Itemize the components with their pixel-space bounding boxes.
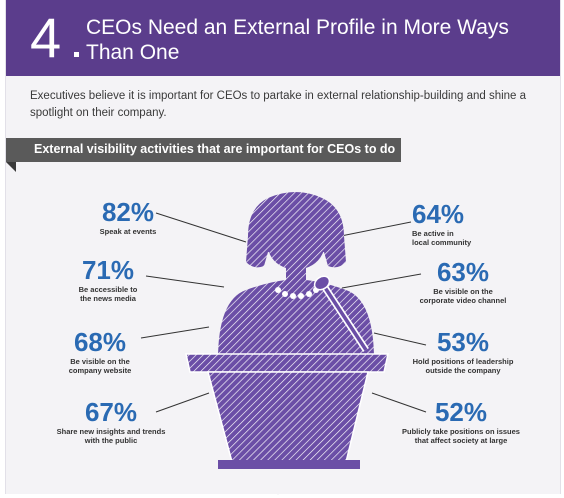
stat-local-community: 64% Be active in local community [412, 200, 502, 247]
stat-percent: 53% [436, 327, 490, 357]
section-number: 4 [30, 6, 62, 69]
connector-line [330, 221, 412, 239]
section-bar-fold [6, 162, 16, 172]
stat-percent: 67% [84, 397, 138, 427]
podium-base-shape [218, 460, 360, 469]
face-shape [268, 206, 324, 270]
stat-percent: 68% [73, 327, 127, 357]
stat-percent: 52% [434, 397, 488, 427]
podium-top-shape [185, 353, 389, 373]
body-shape [218, 280, 374, 360]
microphone-shape [313, 275, 369, 352]
connector-line [373, 332, 427, 346]
stat-speak-at-events: 82% Speak at events [88, 198, 168, 236]
page-title: CEOs Need an External Profile in More Wa… [86, 16, 509, 64]
stat-societal-issues: 52% Publicly take positions on issues tha… [396, 398, 526, 445]
connector-line [341, 273, 422, 289]
stat-percent: 82% [101, 197, 155, 227]
stat-label: Be visible on the corporate video channel [419, 287, 507, 305]
connector-lines [140, 212, 427, 413]
stat-label: Be accessible to the news media [78, 285, 138, 303]
connector-line [371, 392, 427, 413]
stat-leadership-positions: 53% Hold positions of leadership outside … [406, 328, 520, 375]
section-title-bar: External visibility activities that are … [6, 138, 401, 162]
necklace-shape [275, 287, 319, 299]
stat-share-insights: 67% Share new insights and trends with th… [54, 398, 168, 445]
stat-label: Share new insights and trends with the pu… [56, 427, 166, 445]
infographic-panel: 4 CEOs Need an External Profile in More … [5, 0, 561, 495]
section-number-dot [74, 52, 79, 57]
section-title: External visibility activities that are … [34, 142, 396, 156]
connector-line [140, 326, 210, 339]
connector-line [155, 392, 210, 413]
header-banner: 4 CEOs Need an External Profile in More … [6, 0, 560, 76]
stat-percent: 63% [436, 257, 490, 287]
connector-line [145, 275, 225, 288]
stat-corporate-video: 63% Be visible on the corporate video cha… [408, 258, 518, 305]
stat-label: Hold positions of leadership outside the … [412, 357, 514, 375]
podium-stand-shape [207, 371, 369, 463]
stat-percent: 64% [412, 199, 465, 229]
stat-label: Be active in local community [412, 229, 472, 247]
stat-news-media: 71% Be accessible to the news media [70, 256, 146, 303]
ceo-illustration [140, 192, 427, 469]
stat-label: Be visible on the company website [68, 357, 132, 375]
neck-shape [286, 268, 306, 282]
stat-percent: 71% [81, 255, 135, 285]
intro-text: Executives believe it is important for C… [30, 90, 527, 119]
stat-label: Speak at events [99, 227, 157, 236]
connector-line [155, 212, 247, 243]
stat-company-website: 68% Be visible on the company website [60, 328, 140, 375]
bottom-notch [268, 486, 288, 495]
stat-label: Publicly take positions on issues that af… [402, 427, 520, 445]
